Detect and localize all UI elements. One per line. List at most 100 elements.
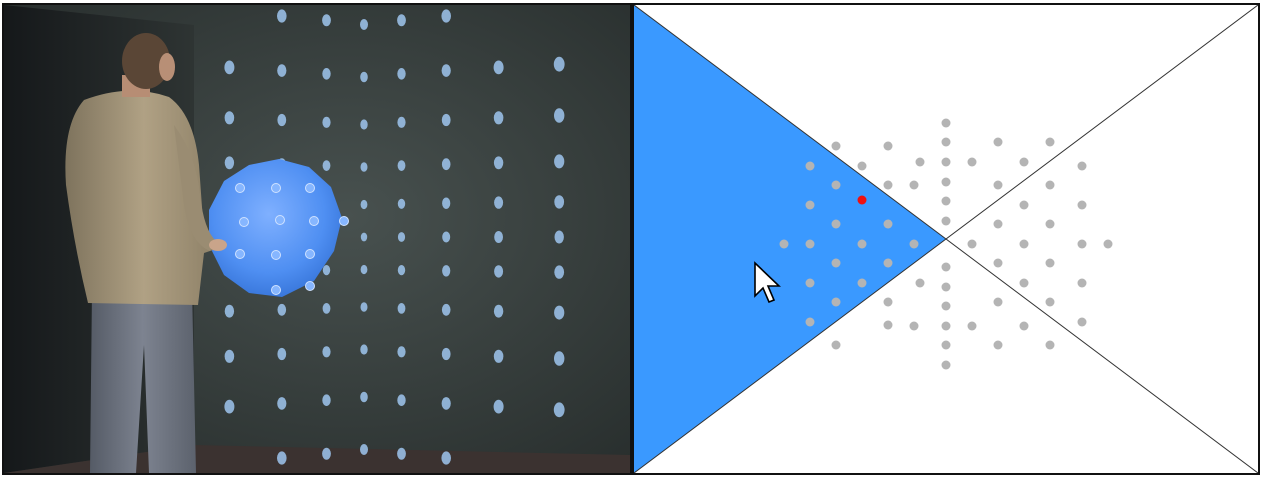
grid-dot (1077, 200, 1087, 210)
projected-dot (224, 399, 235, 414)
grid-dot (1077, 239, 1087, 249)
grid-dot (1019, 157, 1029, 167)
grid-dot (857, 278, 867, 288)
projected-dot (397, 160, 406, 172)
sphere-dot (305, 183, 315, 193)
projected-dot (554, 265, 565, 279)
sphere-dot (271, 183, 281, 193)
person-head (122, 33, 170, 89)
grid-dot (805, 239, 815, 249)
grid-dot (967, 239, 977, 249)
grid-dot (993, 137, 1003, 147)
grid-dot (883, 141, 893, 151)
grid-dot (941, 340, 951, 350)
projected-dot (493, 349, 504, 363)
projected-dot (493, 60, 504, 75)
projected-dot (360, 302, 368, 312)
projected-dot (360, 19, 368, 30)
grid-dot (1019, 278, 1029, 288)
projected-dot (397, 198, 406, 209)
grid-dot (941, 321, 951, 331)
grid-dot (805, 278, 815, 288)
grid-dot (805, 200, 815, 210)
sphere-dot (235, 249, 245, 259)
projected-dot (554, 230, 564, 244)
grid-dot (831, 340, 841, 350)
projected-dot (397, 447, 406, 460)
projected-dot (494, 196, 504, 209)
grid-dot (993, 340, 1003, 350)
sphere-dot (339, 216, 349, 226)
person-hand (209, 239, 227, 251)
projected-dot (493, 156, 504, 170)
sphere-dot (239, 217, 249, 227)
projected-dot (397, 14, 406, 27)
grid-dot (779, 239, 789, 249)
person-jeans (90, 290, 196, 473)
grid-dot (941, 177, 951, 187)
photo-panel (2, 3, 632, 475)
sphere-dot (235, 183, 245, 193)
projected-dot (322, 68, 331, 80)
projected-dot (224, 156, 235, 170)
projected-dot (553, 402, 565, 418)
diagonal-line-up (634, 5, 1258, 473)
projected-dot (441, 64, 451, 77)
projected-dot (224, 304, 235, 318)
projected-dot (554, 351, 565, 366)
grid-dot (805, 161, 815, 171)
projected-dot (493, 304, 504, 318)
photo-scene (4, 5, 630, 473)
grid-dot (831, 219, 841, 229)
projected-dot (493, 399, 504, 414)
sphere-dot (271, 250, 281, 260)
projected-dot (442, 265, 451, 277)
grid-dot (941, 216, 951, 226)
projected-dot (224, 111, 235, 125)
diagram-panel (632, 3, 1260, 475)
grid-dot (941, 157, 951, 167)
grid-dot (831, 258, 841, 268)
projected-dot (554, 305, 565, 320)
projected-dot (277, 9, 287, 23)
projected-dot (441, 113, 451, 127)
grid-dot (967, 157, 977, 167)
projected-dot (397, 232, 406, 242)
projected-dot (441, 347, 451, 361)
sphere-dot (271, 285, 281, 295)
highlighted-triangle (634, 5, 946, 473)
grid-dot (993, 180, 1003, 190)
grid-dot (857, 239, 867, 249)
grid-dot (1045, 180, 1055, 190)
grid-dot (831, 297, 841, 307)
projected-dot (397, 68, 406, 80)
projected-dot (360, 444, 368, 455)
projected-dot (397, 265, 406, 276)
grid-dot (1019, 321, 1029, 331)
projected-dot (441, 9, 452, 23)
projected-dot (360, 199, 368, 210)
projected-dot (322, 160, 331, 172)
projected-dot (224, 60, 235, 75)
grid-dot (1045, 258, 1055, 268)
projected-dot (322, 116, 331, 128)
projected-dot (322, 346, 331, 358)
sphere-dots (235, 183, 349, 295)
projected-dot (277, 347, 287, 361)
grid-dot (1045, 340, 1055, 350)
grid-dot (1045, 137, 1055, 147)
projected-dot (441, 158, 451, 171)
sphere-dot (305, 249, 315, 259)
projected-dot (322, 447, 331, 460)
projected-dot (553, 56, 565, 72)
grid-dot (805, 317, 815, 327)
projected-dot (360, 264, 368, 275)
grid-dot (883, 180, 893, 190)
grid-dot (941, 301, 951, 311)
grid-dot (1045, 219, 1055, 229)
projected-dot (277, 397, 287, 410)
grid-dot (915, 278, 925, 288)
projected-dot (360, 162, 368, 172)
projected-dot (442, 231, 451, 243)
grid-dot (1077, 278, 1087, 288)
